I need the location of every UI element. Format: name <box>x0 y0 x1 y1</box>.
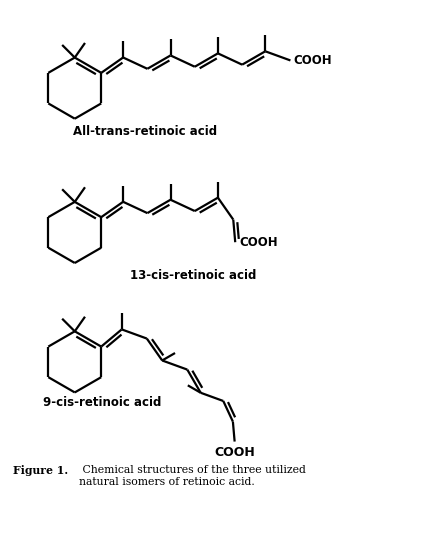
Text: All-trans-retinoic acid: All-trans-retinoic acid <box>73 125 217 138</box>
Text: Chemical structures of the three utilized
natural isomers of retinoic acid.: Chemical structures of the three utilize… <box>79 465 306 487</box>
Text: COOH: COOH <box>294 54 332 67</box>
Text: Figure 1.: Figure 1. <box>13 465 68 477</box>
Text: COOH: COOH <box>214 446 255 459</box>
Text: 13-cis-retinoic acid: 13-cis-retinoic acid <box>130 269 256 281</box>
Text: COOH: COOH <box>240 236 278 249</box>
Text: 9-cis-retinoic acid: 9-cis-retinoic acid <box>43 396 162 409</box>
